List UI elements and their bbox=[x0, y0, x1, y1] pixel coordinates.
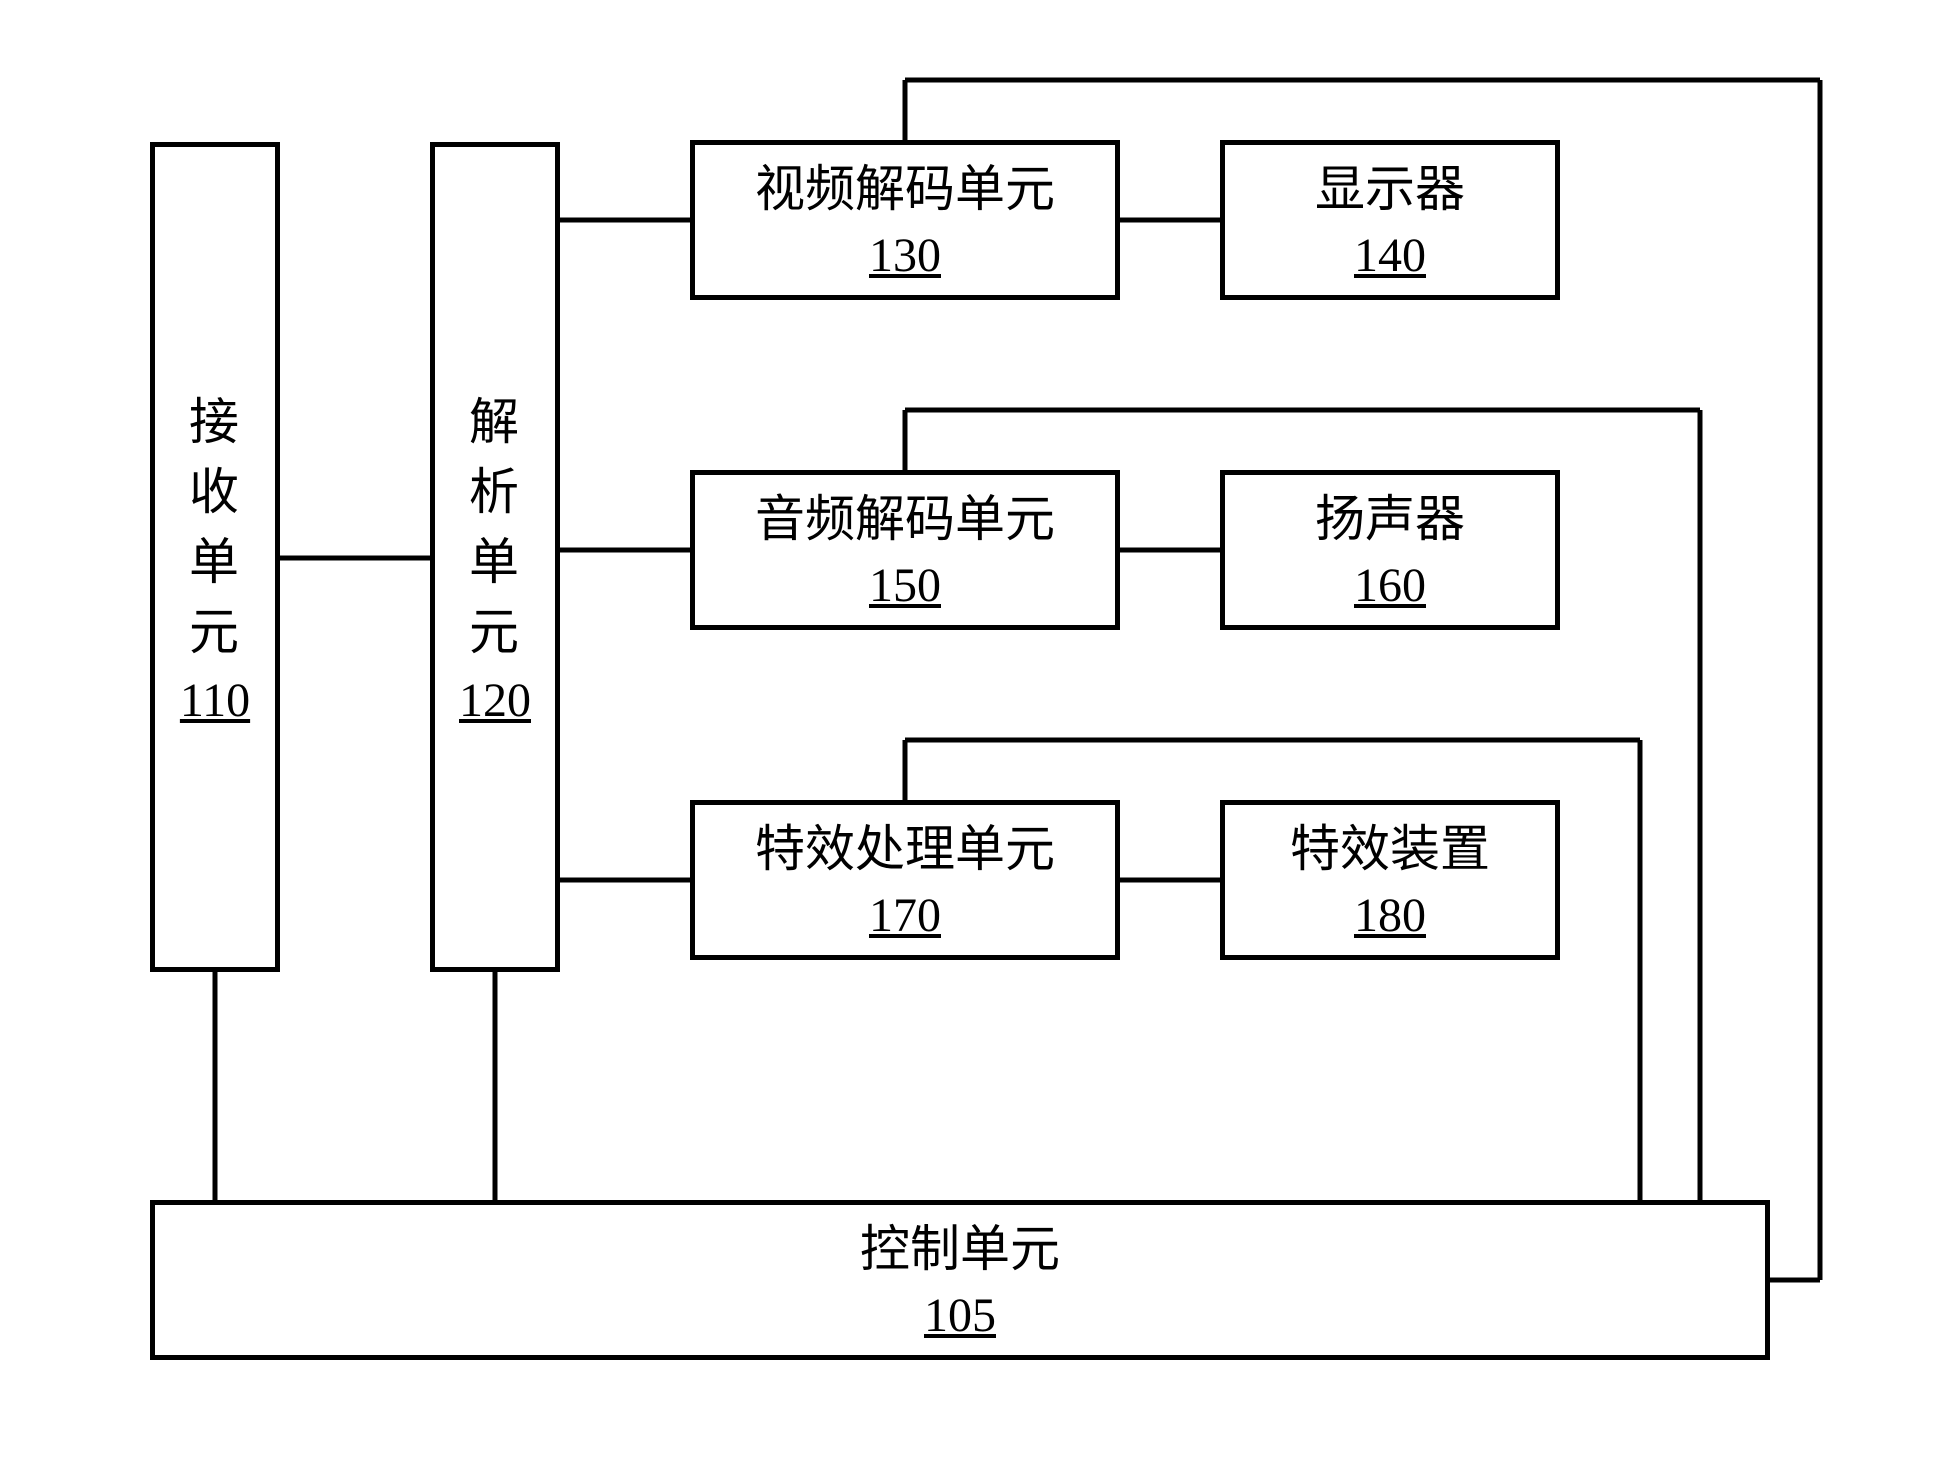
block-speaker: 扬声器 160 bbox=[1220, 470, 1560, 630]
block-label: 控制单元 bbox=[860, 1217, 1060, 1282]
block-receive-unit: 接 收 单 元 110 bbox=[150, 142, 280, 972]
block-label: 音频解码单元 bbox=[755, 487, 1055, 552]
block-display: 显示器 140 bbox=[1220, 140, 1560, 300]
block-label: 特效处理单元 bbox=[755, 817, 1055, 882]
block-ref: 180 bbox=[1354, 888, 1426, 943]
block-label: 视频解码单元 bbox=[755, 157, 1055, 222]
block-effects-device: 特效装置 180 bbox=[1220, 800, 1560, 960]
block-ref: 110 bbox=[180, 673, 250, 728]
block-label: 接 收 单 元 bbox=[189, 387, 241, 667]
block-ref: 160 bbox=[1354, 558, 1426, 613]
block-ref: 140 bbox=[1354, 228, 1426, 283]
block-ref: 150 bbox=[869, 558, 941, 613]
block-control-unit: 控制单元 105 bbox=[150, 1200, 1770, 1360]
block-label: 显示器 bbox=[1315, 157, 1465, 222]
block-effects-processing-unit: 特效处理单元 170 bbox=[690, 800, 1120, 960]
block-audio-decode-unit: 音频解码单元 150 bbox=[690, 470, 1120, 630]
block-ref: 170 bbox=[869, 888, 941, 943]
block-video-decode-unit: 视频解码单元 130 bbox=[690, 140, 1120, 300]
diagram-canvas: 接 收 单 元 110 解 析 单 元 120 视频解码单元 130 显示器 1… bbox=[0, 0, 1960, 1464]
block-label: 特效装置 bbox=[1290, 817, 1490, 882]
block-parse-unit: 解 析 单 元 120 bbox=[430, 142, 560, 972]
block-ref: 105 bbox=[924, 1288, 996, 1343]
block-ref: 130 bbox=[869, 228, 941, 283]
block-label: 扬声器 bbox=[1315, 487, 1465, 552]
block-ref: 120 bbox=[459, 673, 531, 728]
block-label: 解 析 单 元 bbox=[469, 387, 521, 667]
